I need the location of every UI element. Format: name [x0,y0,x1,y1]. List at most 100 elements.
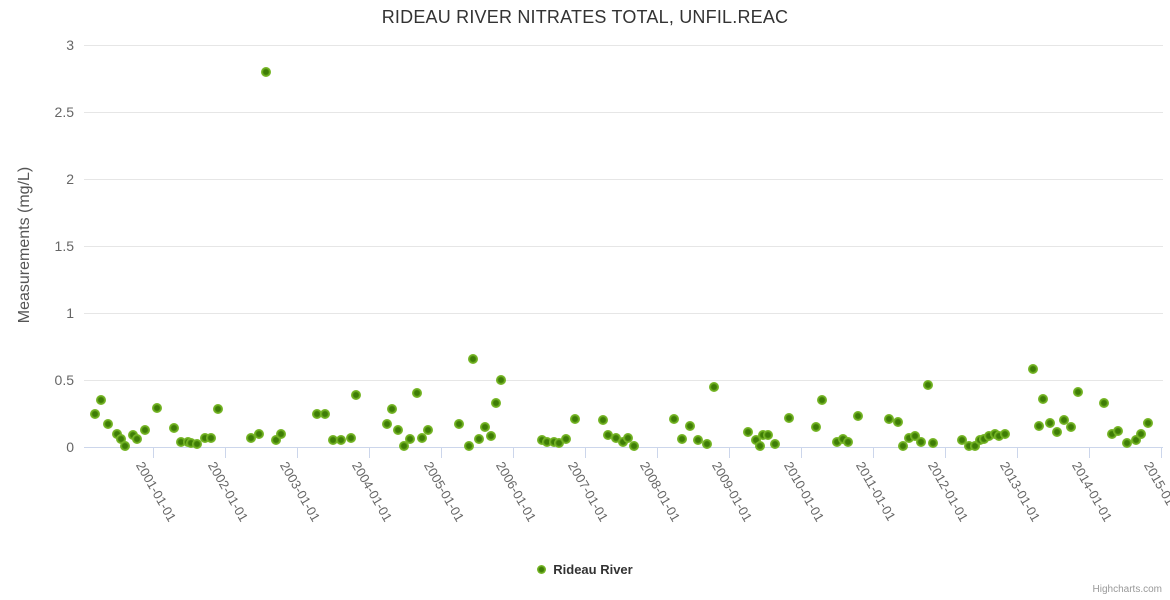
data-point[interactable] [702,439,713,450]
data-point[interactable] [569,413,580,424]
data-point[interactable] [553,437,564,448]
data-point[interactable] [816,395,827,406]
data-point[interactable] [769,439,780,450]
data-point[interactable] [132,433,143,444]
data-point[interactable] [320,408,331,419]
data-point[interactable] [762,429,773,440]
data-point[interactable] [915,436,926,447]
data-point[interactable] [490,397,501,408]
data-point[interactable] [1121,437,1132,448]
data-point[interactable] [677,433,688,444]
data-point[interactable] [597,415,608,426]
data-point[interactable] [853,411,864,422]
data-point[interactable] [152,403,163,414]
data-point[interactable] [140,424,151,435]
data-point[interactable] [275,428,286,439]
data-point[interactable] [102,419,113,430]
data-point[interactable] [260,66,271,77]
data-point[interactable] [843,436,854,447]
data-point[interactable] [417,432,428,443]
data-point[interactable] [693,435,703,446]
data-point[interactable] [1106,428,1117,439]
data-point[interactable] [923,380,934,391]
data-point[interactable] [1112,425,1123,436]
data-point[interactable] [1034,420,1045,431]
data-point[interactable] [199,432,210,443]
data-point[interactable] [956,435,967,446]
data-point[interactable] [116,433,127,444]
data-point[interactable] [1027,364,1038,375]
data-point[interactable] [811,421,822,432]
data-point[interactable] [1045,417,1056,428]
data-point[interactable] [754,440,765,451]
data-point[interactable] [89,408,100,419]
data-point[interactable] [350,389,361,400]
data-point[interactable] [479,421,490,432]
data-point[interactable] [485,431,496,442]
data-point[interactable] [909,431,920,442]
data-point[interactable] [1142,417,1153,428]
data-point[interactable] [412,388,423,399]
data-point[interactable] [783,412,794,423]
data-point[interactable] [345,432,356,443]
data-point[interactable] [685,420,696,431]
data-point[interactable] [750,435,761,446]
data-point[interactable] [969,440,980,451]
data-point[interactable] [904,432,915,443]
data-point[interactable] [742,427,753,438]
data-point[interactable] [192,439,203,450]
data-point[interactable] [1135,428,1146,439]
data-point[interactable] [708,381,719,392]
data-point[interactable] [893,416,904,427]
data-point[interactable] [628,440,639,451]
data-point[interactable] [336,435,347,446]
data-point[interactable] [186,437,197,448]
data-point[interactable] [560,433,571,444]
data-point[interactable] [405,433,415,444]
data-point[interactable] [994,431,1004,442]
data-point[interactable] [831,436,842,447]
data-point[interactable] [927,437,938,448]
data-point[interactable] [245,432,256,443]
data-point[interactable] [386,404,397,415]
data-point[interactable] [467,353,478,364]
data-point[interactable] [1038,393,1049,404]
data-point[interactable] [1130,435,1141,446]
data-point[interactable] [381,419,392,430]
data-point[interactable] [610,432,621,443]
data-point[interactable] [1059,415,1070,426]
data-point[interactable] [983,431,994,442]
data-point[interactable] [398,440,409,451]
data-point[interactable] [120,440,131,451]
data-point[interactable] [1000,428,1011,439]
data-point[interactable] [617,436,628,447]
data-point[interactable] [254,428,265,439]
data-point[interactable] [312,408,323,419]
data-point[interactable] [270,435,281,446]
data-point[interactable] [668,413,679,424]
data-point[interactable] [1098,397,1109,408]
data-point[interactable] [884,413,895,424]
data-point[interactable] [757,429,768,440]
data-point[interactable] [1051,427,1062,438]
data-point[interactable] [495,375,506,385]
credits-link[interactable]: Highcharts.com [1092,584,1162,595]
data-point[interactable] [838,433,849,444]
data-point[interactable] [392,424,403,435]
data-point[interactable] [897,440,908,451]
data-point[interactable] [213,404,224,415]
data-point[interactable] [1065,421,1076,432]
data-point[interactable] [463,440,474,451]
legend-item[interactable]: Rideau River [0,562,1170,577]
data-point[interactable] [622,432,633,443]
data-point[interactable] [454,419,465,430]
data-point[interactable] [112,428,123,439]
data-point[interactable] [474,433,485,444]
data-point[interactable] [175,436,186,447]
data-point[interactable] [328,435,339,446]
data-point[interactable] [1073,387,1084,398]
data-point[interactable] [541,436,552,447]
data-point[interactable] [422,424,433,435]
data-point[interactable] [205,432,216,443]
data-point[interactable] [964,440,975,451]
